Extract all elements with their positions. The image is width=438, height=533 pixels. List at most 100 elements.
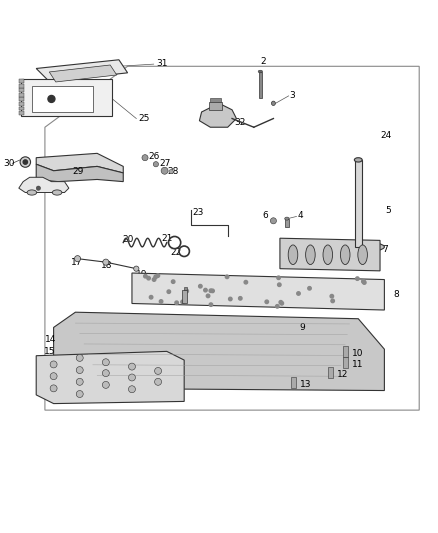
Circle shape [144, 274, 147, 278]
Bar [343, 357, 348, 368]
Circle shape [161, 167, 168, 174]
Bar [19, 79, 24, 83]
Text: 32: 32 [234, 118, 246, 127]
Circle shape [211, 289, 214, 293]
Bar [19, 93, 24, 97]
Text: 29: 29 [72, 167, 83, 176]
Polygon shape [19, 177, 69, 192]
Text: 13: 13 [300, 381, 311, 390]
Circle shape [23, 160, 28, 164]
Ellipse shape [332, 241, 385, 252]
Circle shape [362, 280, 365, 283]
Text: 3: 3 [290, 91, 295, 100]
Circle shape [279, 301, 283, 304]
Circle shape [181, 300, 184, 304]
Circle shape [167, 290, 170, 294]
Text: 8: 8 [393, 290, 399, 300]
Ellipse shape [258, 70, 262, 73]
Text: 6: 6 [262, 211, 268, 220]
Ellipse shape [285, 217, 289, 220]
Circle shape [297, 292, 300, 295]
Text: 9: 9 [300, 323, 305, 332]
Bar [209, 102, 222, 110]
Bar [259, 71, 261, 98]
Circle shape [169, 169, 173, 174]
Text: 16: 16 [179, 297, 191, 306]
Circle shape [270, 218, 276, 224]
Circle shape [209, 289, 212, 293]
Text: 19: 19 [136, 270, 148, 279]
Circle shape [225, 275, 229, 279]
Circle shape [229, 297, 232, 301]
Circle shape [204, 288, 207, 292]
Circle shape [198, 285, 202, 288]
Text: 27: 27 [159, 159, 170, 168]
Circle shape [128, 386, 135, 393]
Text: 30: 30 [4, 159, 15, 168]
Circle shape [244, 280, 247, 284]
Circle shape [276, 304, 279, 308]
Circle shape [142, 155, 148, 161]
Circle shape [171, 280, 175, 284]
Circle shape [206, 294, 210, 297]
Circle shape [76, 354, 83, 361]
Bar [184, 287, 187, 290]
Circle shape [154, 275, 157, 279]
Polygon shape [280, 238, 380, 271]
Polygon shape [199, 103, 237, 127]
Circle shape [103, 259, 109, 265]
Polygon shape [36, 351, 184, 403]
Text: 11: 11 [352, 360, 363, 369]
Text: 24: 24 [380, 132, 391, 140]
Ellipse shape [358, 245, 367, 264]
Text: 14: 14 [45, 335, 57, 344]
Bar [19, 88, 24, 92]
Bar [328, 367, 333, 378]
Circle shape [128, 363, 135, 370]
Text: 7: 7 [382, 245, 388, 254]
Text: 5: 5 [385, 206, 391, 215]
Polygon shape [36, 164, 123, 182]
Circle shape [363, 281, 366, 284]
Circle shape [308, 287, 311, 290]
Circle shape [356, 277, 359, 280]
Circle shape [76, 391, 83, 398]
Circle shape [74, 256, 81, 262]
Polygon shape [132, 273, 385, 310]
Ellipse shape [288, 245, 298, 264]
Text: 15: 15 [44, 347, 56, 356]
Circle shape [50, 373, 57, 379]
Polygon shape [36, 60, 127, 82]
Text: 20: 20 [122, 235, 134, 244]
Text: 23: 23 [192, 207, 203, 216]
Polygon shape [49, 65, 117, 82]
Text: 28: 28 [168, 167, 179, 176]
Circle shape [102, 370, 110, 377]
Circle shape [265, 300, 268, 304]
Circle shape [280, 302, 283, 305]
Bar [355, 160, 362, 247]
Polygon shape [36, 154, 123, 173]
Circle shape [159, 300, 163, 303]
Circle shape [278, 283, 281, 286]
Bar [19, 107, 24, 110]
Circle shape [155, 378, 162, 385]
Bar [19, 98, 24, 101]
Ellipse shape [27, 190, 37, 195]
Circle shape [48, 95, 55, 102]
Bar [19, 102, 24, 106]
Text: 10: 10 [352, 349, 363, 358]
Text: 21: 21 [162, 234, 173, 243]
FancyBboxPatch shape [21, 79, 113, 116]
Circle shape [76, 378, 83, 385]
Text: 31: 31 [156, 59, 167, 68]
Circle shape [152, 278, 156, 281]
Circle shape [330, 294, 334, 298]
Circle shape [185, 289, 188, 293]
Circle shape [128, 374, 135, 381]
Circle shape [147, 277, 150, 280]
Bar [210, 98, 221, 102]
Circle shape [156, 274, 159, 277]
Ellipse shape [52, 190, 62, 195]
Polygon shape [53, 312, 385, 391]
